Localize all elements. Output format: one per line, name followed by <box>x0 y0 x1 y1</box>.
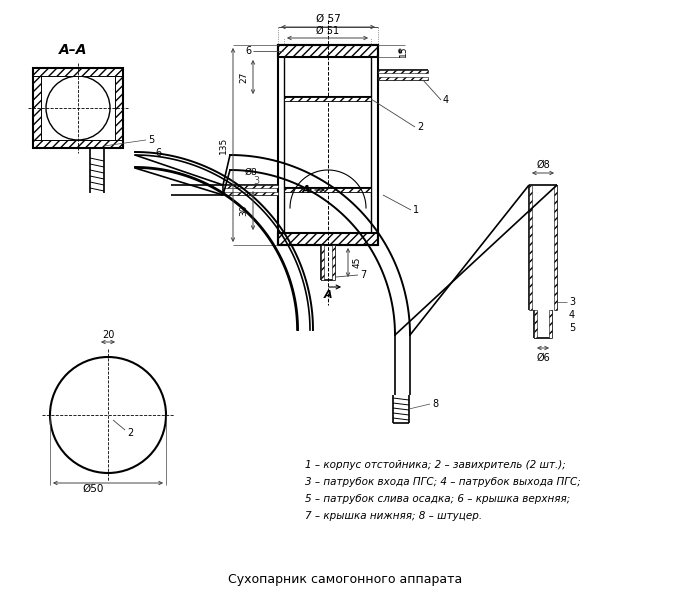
Text: 3 – патрубок входа ПГС; 4 – патрубок выхода ПГС;: 3 – патрубок входа ПГС; 4 – патрубок вых… <box>305 477 581 487</box>
Text: 6: 6 <box>245 46 251 56</box>
Bar <box>284 97 371 101</box>
Text: Ø 57: Ø 57 <box>315 14 340 24</box>
Text: Сухопарник самогонного аппарата: Сухопарник самогонного аппарата <box>228 573 462 586</box>
Bar <box>223 185 278 188</box>
Bar <box>33 68 123 148</box>
Bar <box>554 185 557 310</box>
Text: 5 – патрубок слива осадка; 6 – крышка верхняя;: 5 – патрубок слива осадка; 6 – крышка ве… <box>305 494 570 504</box>
Text: 45: 45 <box>353 256 362 267</box>
Text: 30: 30 <box>239 204 248 216</box>
Text: А–А: А–А <box>59 43 87 57</box>
Text: 2: 2 <box>127 428 133 438</box>
Text: 135: 135 <box>219 136 228 154</box>
Text: Ø6: Ø6 <box>536 353 550 363</box>
Text: 1 – корпус отстойника; 2 – завихритель (2 шт.);: 1 – корпус отстойника; 2 – завихритель (… <box>305 460 566 470</box>
Text: 1: 1 <box>413 205 419 215</box>
Bar <box>33 68 123 76</box>
Text: A: A <box>324 290 333 300</box>
Bar <box>529 185 532 310</box>
Bar <box>378 77 428 80</box>
Text: Ø 51: Ø 51 <box>317 26 339 36</box>
Bar <box>278 233 378 245</box>
Bar <box>534 310 537 338</box>
Bar <box>33 140 123 148</box>
Bar <box>549 310 552 338</box>
Text: 7: 7 <box>360 270 366 280</box>
Text: 4: 4 <box>569 310 575 320</box>
Text: 2: 2 <box>417 122 423 132</box>
Text: Ø8: Ø8 <box>245 168 257 176</box>
Text: 27: 27 <box>239 72 248 83</box>
Bar <box>223 192 278 195</box>
Text: 3: 3 <box>569 297 575 307</box>
Bar <box>284 188 371 192</box>
Bar <box>378 70 428 73</box>
Text: 3: 3 <box>253 176 259 186</box>
Text: 8: 8 <box>432 399 438 409</box>
Bar <box>332 245 335 280</box>
Bar <box>33 76 41 140</box>
Text: 6: 6 <box>155 148 161 158</box>
Text: 15: 15 <box>399 45 408 57</box>
Text: A: A <box>302 185 310 195</box>
Text: 5: 5 <box>569 323 575 333</box>
Text: 5: 5 <box>148 135 154 145</box>
Bar <box>115 76 123 140</box>
Bar <box>278 45 378 245</box>
Text: Ø8: Ø8 <box>536 160 550 170</box>
Bar <box>278 45 378 57</box>
Bar <box>321 245 324 280</box>
Text: 4: 4 <box>443 95 449 105</box>
Text: 20: 20 <box>102 330 114 340</box>
Text: Ø50: Ø50 <box>82 484 104 494</box>
Text: 7 – крышка нижняя; 8 – штуцер.: 7 – крышка нижняя; 8 – штуцер. <box>305 511 482 521</box>
